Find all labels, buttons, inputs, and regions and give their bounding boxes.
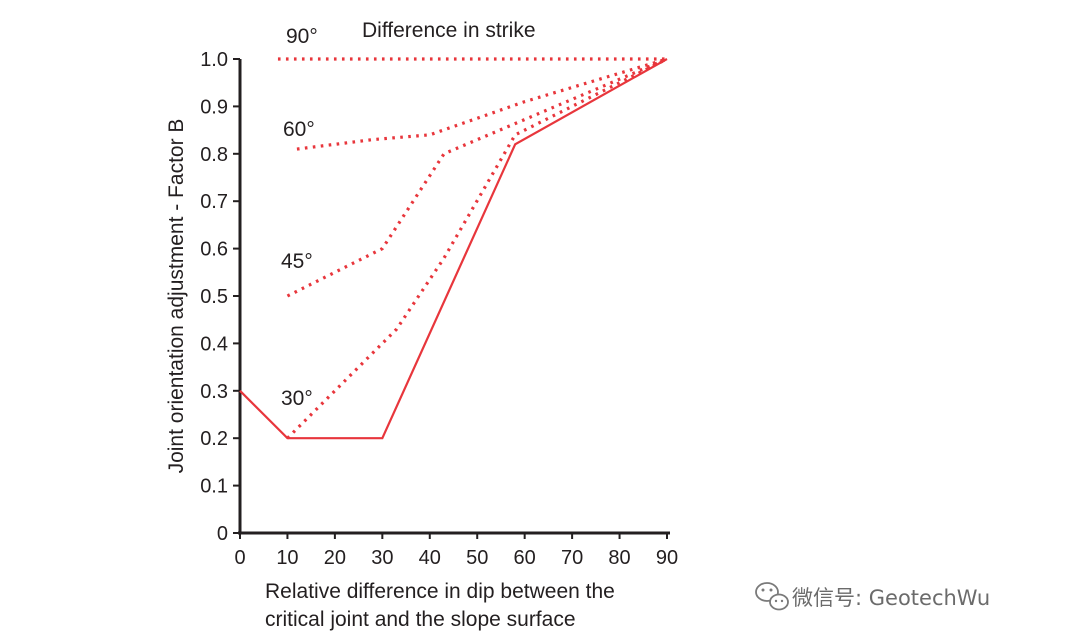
y-tick-label: 0.3 <box>200 381 228 403</box>
x-tick-label: 70 <box>561 547 583 569</box>
series-line-4 <box>296 57 668 151</box>
series-line-2 <box>286 57 668 440</box>
watermark: 微信号: GeotechWu <box>755 582 990 611</box>
x-tick-label: 10 <box>276 547 298 569</box>
y-tick-label: 1.0 <box>200 49 228 71</box>
x-tick-label: 60 <box>514 547 536 569</box>
wechat-icon <box>755 582 789 611</box>
series-line-1 <box>239 58 668 440</box>
annotation-45: 45° <box>281 250 313 273</box>
y-tick-label: 0 <box>217 523 228 545</box>
x-ticks: 0 10 20 30 40 50 60 70 80 90 <box>234 533 678 569</box>
x-tick-label: 80 <box>608 547 630 569</box>
y-tick-label: 0.4 <box>200 333 228 355</box>
y-tick-label: 0.6 <box>200 239 228 261</box>
x-axis-title-line-1: Relative difference in dip between the <box>265 580 615 603</box>
y-ticks: 0 0.1 0.2 0.3 0.4 0.5 0.6 0.7 0.8 0.9 1.0 <box>200 49 240 545</box>
annotation-90: 90° <box>286 25 318 48</box>
y-tick-label: 0.7 <box>200 191 228 213</box>
x-tick-label: 30 <box>371 547 393 569</box>
series-line-3 <box>286 57 668 298</box>
x-tick-label: 40 <box>419 547 441 569</box>
x-axis-title-line-2: critical joint and the slope surface <box>265 608 576 631</box>
x-tick-label: 20 <box>324 547 346 569</box>
y-tick-label: 0.8 <box>200 144 228 166</box>
x-tick-label: 90 <box>656 547 678 569</box>
series-layer <box>239 57 668 440</box>
annotation-30: 30° <box>281 387 313 410</box>
y-tick-label: 0.2 <box>200 428 228 450</box>
watermark-text: 微信号: GeotechWu <box>792 586 990 610</box>
y-tick-label: 0.5 <box>200 286 228 308</box>
x-tick-label: 0 <box>234 547 245 569</box>
legend-title: Difference in strike <box>362 19 536 42</box>
x-tick-label: 50 <box>466 547 488 569</box>
y-tick-label: 0.9 <box>200 96 228 118</box>
annotation-60: 60° <box>283 118 315 141</box>
y-axis-title: Joint orientation adjustment - Factor B <box>165 119 188 474</box>
y-tick-label: 0.1 <box>200 476 228 498</box>
